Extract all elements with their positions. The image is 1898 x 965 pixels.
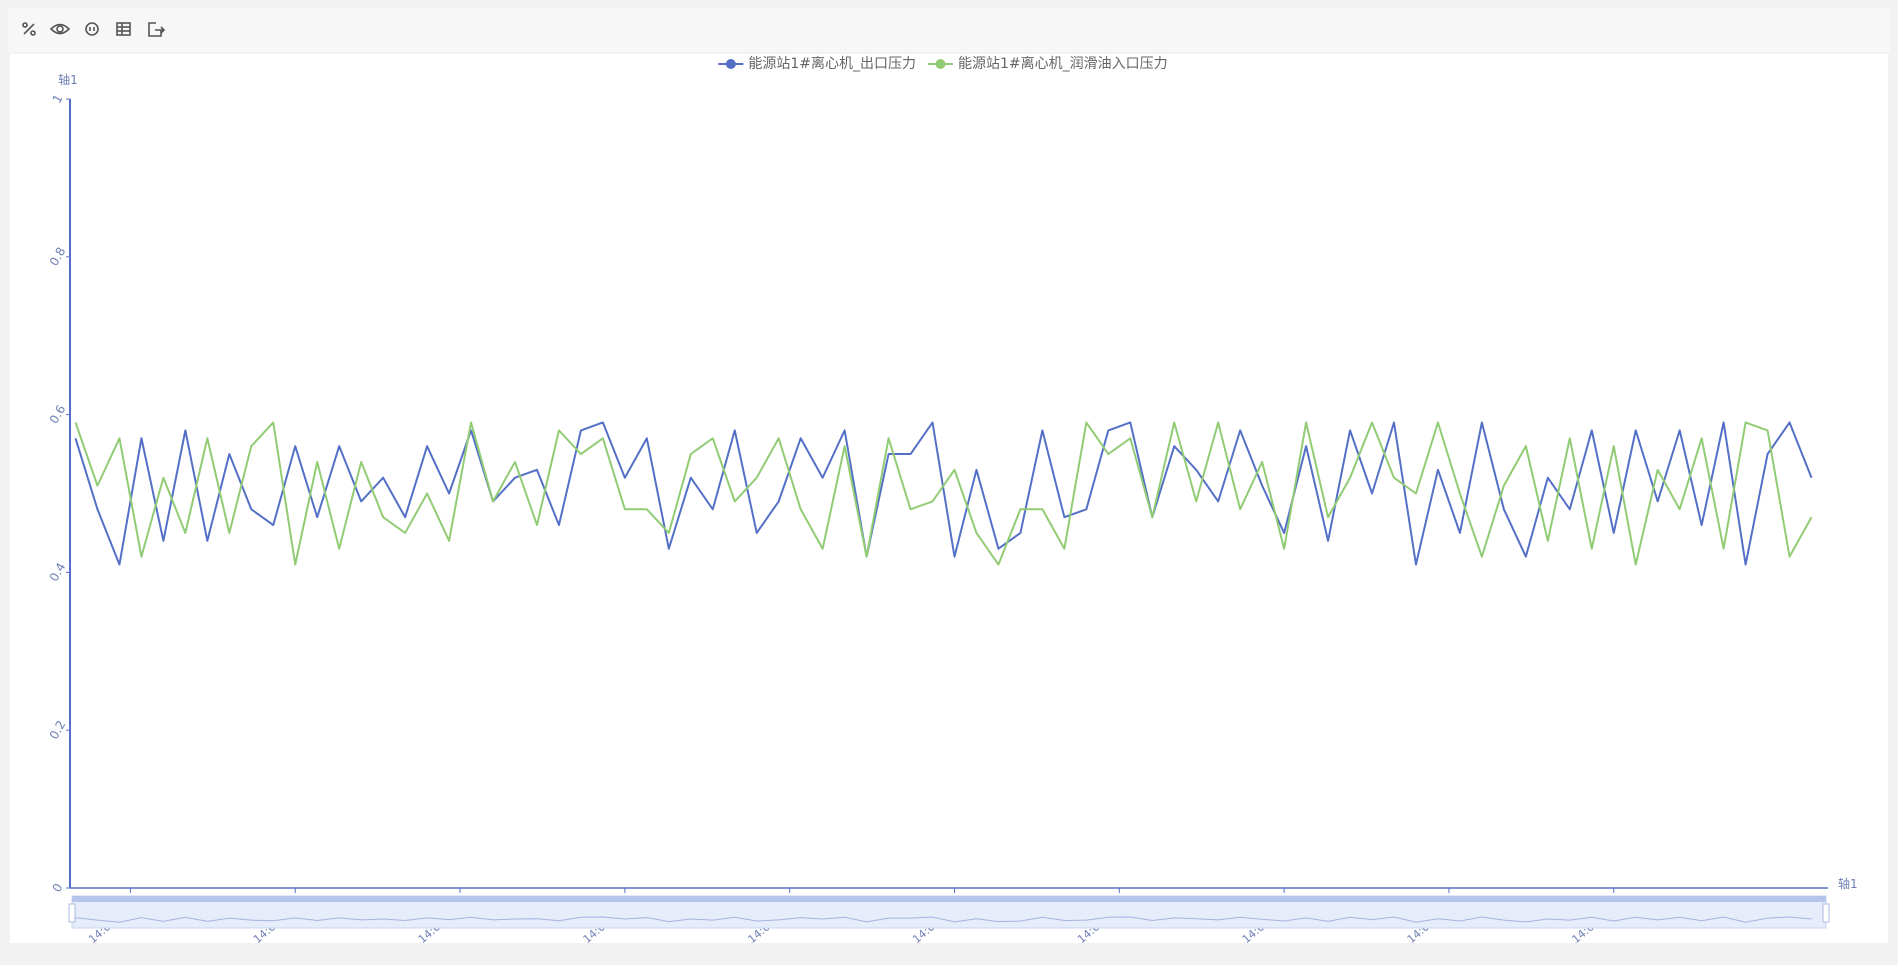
toolbar-icons xyxy=(22,22,166,37)
series-line xyxy=(74,421,1813,566)
y-tick-label: 1 xyxy=(50,92,66,106)
legend-swatch xyxy=(725,59,736,69)
legend: 能源站1#离心机_出口压力 能源站1#离心机_润滑油入口压力 xyxy=(718,55,1168,72)
chart: 轴1 轴1 00.20.40.60.8114:04:0014:04:3014:0… xyxy=(47,55,1858,946)
y-tick-label: 0.4 xyxy=(47,560,69,584)
x-axis-name: 轴1 xyxy=(1838,876,1858,891)
percent-icon[interactable] xyxy=(22,22,36,36)
y-tick-label: 0.8 xyxy=(47,245,69,269)
view-icon[interactable] xyxy=(49,23,71,35)
legend-item[interactable]: 能源站1#离心机_出口压力 xyxy=(718,55,916,72)
toggle-icon[interactable] xyxy=(85,22,99,36)
y-tick-label: 0.2 xyxy=(47,718,69,742)
series-line xyxy=(74,421,1813,566)
y-tick-label: 0 xyxy=(50,881,66,895)
zoom-slider-bar xyxy=(72,896,1826,902)
slider-preview xyxy=(75,916,1812,923)
slider-handle-right[interactable] xyxy=(1822,903,1830,923)
y-tick-label: 0.6 xyxy=(47,403,69,427)
legend-swatch xyxy=(935,59,946,69)
table-icon[interactable] xyxy=(116,22,131,36)
slider-handle-left[interactable] xyxy=(68,903,76,923)
chart-panel: 轴1 轴1 00.20.40.60.8114:04:0014:04:3014:0… xyxy=(10,54,1888,946)
legend-item[interactable]: 能源站1#离心机_润滑油入口压力 xyxy=(928,55,1168,72)
legend-label: 能源站1#离心机_出口压力 xyxy=(748,55,916,72)
toolbar xyxy=(8,8,1890,52)
y-axis-name: 轴1 xyxy=(58,72,78,87)
legend-label: 能源站1#离心机_润滑油入口压力 xyxy=(958,55,1168,72)
export-icon[interactable] xyxy=(148,22,166,37)
